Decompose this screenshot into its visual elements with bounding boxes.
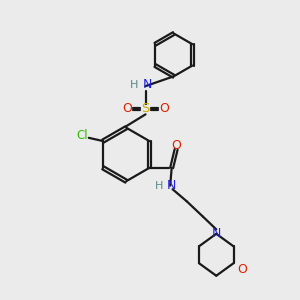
Text: H: H [155,181,163,191]
Text: N: N [142,78,152,92]
Text: S: S [141,103,150,116]
Text: N: N [167,179,176,192]
Text: N: N [212,227,221,240]
Text: O: O [122,103,132,116]
Text: Cl: Cl [76,129,88,142]
Text: O: O [237,263,247,276]
Text: H: H [130,80,138,90]
Text: O: O [171,139,181,152]
Text: O: O [159,103,169,116]
